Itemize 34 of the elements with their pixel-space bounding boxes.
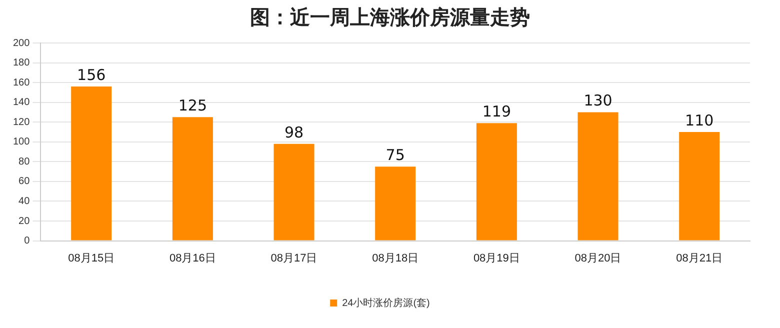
- bar: [71, 86, 112, 240]
- x-tick-label: 08月16日: [169, 252, 216, 264]
- x-tick-label: 08月21日: [676, 252, 723, 264]
- y-tick-label: 100: [12, 136, 30, 148]
- y-tick-label: 120: [12, 116, 30, 128]
- y-tick-label: 0: [24, 236, 30, 247]
- chart-title: 图：近一周上海涨价房源量走势: [249, 4, 531, 31]
- data-label: 156: [77, 66, 106, 84]
- x-tick-label: 08月18日: [372, 252, 419, 264]
- bar: [578, 112, 618, 240]
- y-tick-label: 80: [18, 156, 30, 168]
- data-label: 98: [284, 123, 304, 142]
- data-label: 75: [386, 146, 405, 164]
- y-tick-label: 140: [12, 97, 30, 108]
- bar: [375, 166, 416, 240]
- y-tick-label: 180: [12, 58, 30, 69]
- bar: [679, 132, 720, 240]
- data-label: 125: [178, 96, 207, 115]
- y-tick-label: 40: [18, 196, 30, 207]
- y-tick-label: 200: [12, 38, 30, 49]
- bar: [274, 144, 314, 240]
- bar: [172, 117, 213, 240]
- y-tick-label: 160: [12, 77, 30, 88]
- bar: [476, 123, 517, 240]
- y-tick-label: 60: [18, 176, 30, 188]
- x-tick-label: 08月15日: [68, 252, 115, 264]
- x-tick-label: 08月20日: [574, 252, 622, 264]
- legend-label: 24小时涨价房源(套): [342, 296, 430, 309]
- data-label: 130: [584, 92, 612, 110]
- data-label: 110: [685, 111, 714, 130]
- x-tick-label: 08月17日: [270, 252, 318, 264]
- y-tick-label: 20: [18, 216, 30, 227]
- data-label: 119: [482, 102, 511, 120]
- x-tick-label: 08月19日: [473, 252, 520, 264]
